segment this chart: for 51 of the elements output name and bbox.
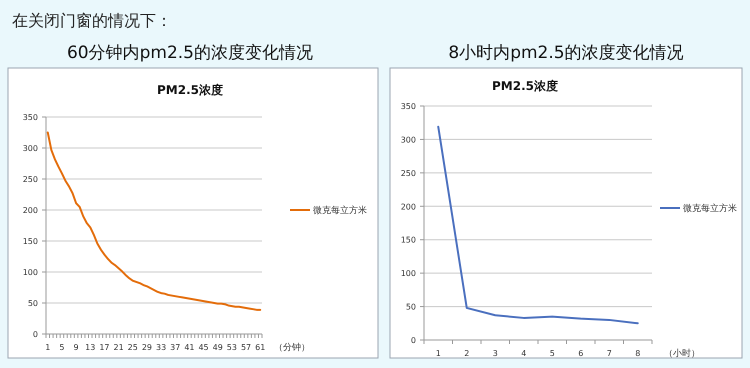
x-tick-label: 21	[113, 343, 124, 352]
y-tick-label: 200	[400, 202, 416, 212]
x-tick-label: 5	[59, 343, 64, 352]
x-tick-label: 7	[606, 349, 612, 358]
x-tick-label: 13	[85, 343, 96, 352]
x-tick-label: 9	[74, 343, 79, 352]
x-tick-label: 61	[255, 343, 266, 352]
y-tick-label: 150	[400, 236, 416, 245]
x-tick-label: 1	[436, 349, 441, 358]
y-tick-label: 250	[22, 175, 38, 184]
x-tick-label: 25	[128, 343, 138, 352]
y-tick-label: 0	[32, 330, 38, 339]
y-tick-label: 0	[410, 336, 416, 345]
x-tick-label: 53	[226, 343, 237, 352]
x-tick-label: 2	[464, 349, 470, 358]
x-tick-label: 57	[240, 343, 252, 352]
x-tick-label: 5	[550, 349, 555, 358]
chart-title: 60分钟内pm2.5的浓度变化情况	[66, 43, 314, 63]
x-axis-title: （小时）	[664, 348, 700, 359]
x-tick-label: 1	[45, 343, 50, 352]
y-tick-label: 100	[22, 268, 38, 277]
y-tick-label: 350	[22, 113, 38, 122]
x-tick-label: 33	[156, 343, 166, 352]
x-tick-label: 4	[521, 349, 526, 358]
y-tick-label: 300	[400, 135, 416, 144]
chart-subtitle: PM2.5浓度	[157, 83, 223, 97]
legend-label: 微克每立方米	[683, 203, 737, 214]
line-series	[437, 126, 639, 324]
y-tick-label: 150	[22, 237, 38, 246]
y-tick-label: 250	[400, 168, 416, 178]
x-tick-label: 45	[198, 343, 209, 352]
text: 在关闭门窗的情况下：	[12, 11, 172, 30]
x-tick-label: 41	[184, 343, 195, 352]
y-tick-label: 100	[400, 269, 416, 278]
x-axis-title: （分钟）	[274, 342, 310, 353]
x-tick-label: 37	[170, 343, 180, 352]
y-tick-label: 50	[406, 302, 416, 312]
chart-title: 8小时内pm2.5的浓度变化情况	[448, 43, 684, 63]
x-tick-label: 17	[99, 343, 110, 352]
x-tick-label: 3	[492, 349, 498, 358]
y-tick-label: 300	[22, 144, 38, 153]
x-tick-label: 29	[142, 343, 152, 352]
x-tick-label: 8	[635, 349, 640, 358]
x-tick-label: 49	[212, 343, 223, 352]
y-tick-label: 350	[400, 102, 416, 111]
line-series	[46, 132, 262, 311]
x-tick-label: 6	[578, 349, 584, 358]
legend-label: 微克每立方米	[313, 205, 367, 216]
y-tick-label: 200	[22, 206, 38, 215]
chart-subtitle: PM2.5浓度	[492, 79, 558, 93]
y-tick-label: 50	[28, 299, 38, 308]
